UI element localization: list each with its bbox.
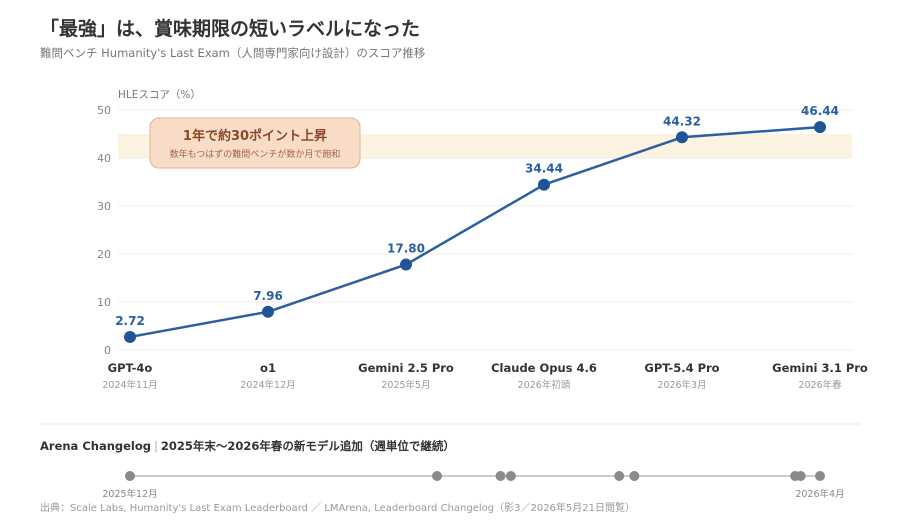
data-point: [538, 178, 550, 191]
x-date-label: 2024年12月: [240, 379, 295, 391]
annotation-body: 数年もつはずの難問ベンチが数か月で飽和: [170, 148, 341, 160]
x-tick-label: Gemini 2.5 Pro: [358, 361, 454, 375]
x-date-label: 2026年初頭: [518, 379, 571, 391]
timeline-event-dot: [432, 471, 443, 481]
x-tick-label: GPT-5.4 Pro: [644, 361, 719, 375]
timeline-title-description: 2025年末〜2026年春の新モデル追加（週単位で継続）: [160, 439, 455, 453]
timeline-start-label: 2025年12月: [102, 488, 157, 500]
timeline-title: Arena Changelog | 2025年末〜2026年春の新モデル追加（週単位…: [40, 438, 455, 454]
annotation-box: [149, 117, 361, 169]
data-point: [124, 330, 136, 343]
chart-title: 「最強」は、賞味期限の短いラベルになった: [40, 18, 421, 40]
timeline-event-dot: [495, 471, 506, 481]
x-date-label: 2026年春: [798, 379, 842, 391]
x-tick-label: Gemini 3.1 Pro: [772, 361, 868, 375]
timeline-end-label: 2026年4月: [795, 488, 844, 500]
x-tick-label: Claude Opus 4.6: [491, 361, 597, 375]
annotation-title: 1年で約30ポイント上昇: [183, 128, 327, 144]
timeline-event-dot: [505, 471, 516, 481]
data-label: 44.32: [663, 114, 701, 128]
chart-subtitle: 難問ベンチ Humanity's Last Exam（人間専門家向け設計）のスコ…: [40, 46, 426, 60]
timeline-event-dot: [815, 471, 825, 481]
timeline-event-dot: [125, 471, 135, 481]
y-axis-label: HLEスコア（%）: [118, 89, 201, 101]
y-tick-label: 40: [97, 152, 111, 165]
series-line: [129, 125, 821, 339]
y-tick-label: 10: [97, 296, 111, 309]
data-label: 34.44: [525, 162, 563, 176]
y-tick-label: 30: [97, 200, 111, 213]
timeline-event-dot: [629, 471, 640, 481]
x-date-label: 2026年3月: [657, 379, 706, 391]
x-date-label: 2025年5月: [381, 379, 430, 391]
y-tick-label: 50: [97, 104, 111, 117]
data-point: [814, 121, 826, 134]
data-point: [262, 305, 274, 318]
data-label: 7.96: [253, 289, 283, 303]
timeline-event-dot: [614, 471, 625, 481]
x-tick-label: o1: [260, 361, 276, 375]
timeline-title-separator: |: [154, 439, 158, 453]
y-tick-label: 0: [104, 344, 111, 357]
timeline-title-source: Arena Changelog: [40, 439, 152, 453]
data-point: [676, 131, 688, 144]
y-tick-label: 20: [97, 248, 111, 261]
data-label: 46.44: [801, 104, 839, 118]
timeline-event-dot: [795, 471, 806, 481]
data-label: 17.80: [387, 242, 425, 256]
x-tick-label: GPT-4o: [108, 361, 153, 375]
x-date-label: 2024年11月: [102, 379, 157, 391]
data-label: 2.72: [115, 314, 145, 328]
data-point: [400, 258, 412, 271]
source-note: 出典：Scale Labs, Humanity's Last Exam Lead…: [40, 503, 636, 514]
